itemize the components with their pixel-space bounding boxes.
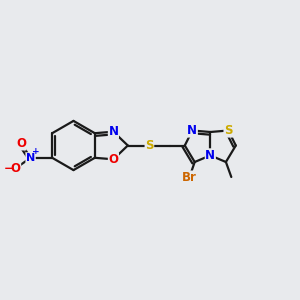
Text: O: O [11, 162, 21, 175]
Text: Br: Br [182, 171, 197, 184]
Text: N: N [187, 124, 197, 137]
Text: −: − [4, 162, 14, 175]
Text: +: + [32, 147, 40, 156]
Text: S: S [145, 139, 154, 152]
Text: O: O [16, 137, 26, 150]
Text: N: N [108, 125, 118, 138]
Text: N: N [26, 153, 35, 163]
Text: N: N [205, 149, 215, 162]
Text: O: O [108, 153, 118, 166]
Text: S: S [224, 124, 232, 137]
